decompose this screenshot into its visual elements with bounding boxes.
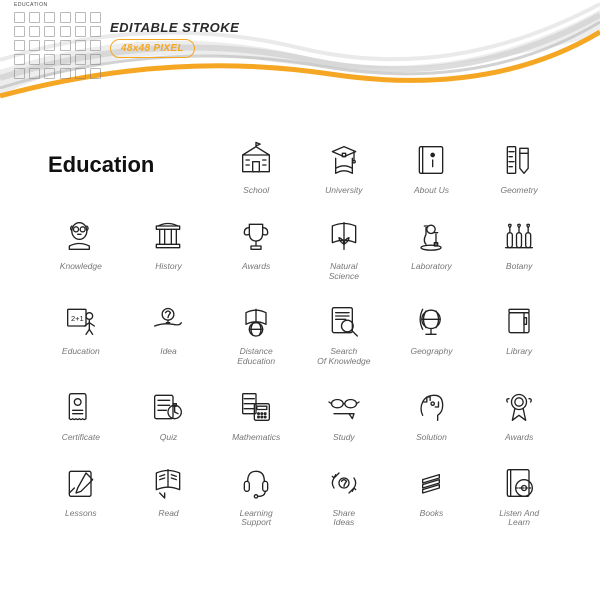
icon-label: Mathematics	[232, 433, 280, 443]
icon-cell-read: Read	[128, 461, 210, 529]
icon-cell-education: Education	[40, 299, 122, 367]
read-icon	[146, 461, 190, 505]
pixel-badge: 48x48 PIXEL	[110, 39, 195, 58]
idea-icon	[146, 299, 190, 343]
icon-cell-geometry: Geometry	[478, 138, 560, 196]
natural-icon	[322, 214, 366, 258]
quiz-icon	[146, 385, 190, 429]
medal-icon	[497, 385, 541, 429]
icon-label: Read	[158, 509, 178, 519]
icon-label: Botany	[506, 262, 532, 272]
icon-cell-university: University	[303, 138, 385, 196]
aboutus-icon	[409, 138, 453, 182]
icon-label: Library	[506, 347, 532, 357]
icon-label: History	[155, 262, 181, 272]
history-icon	[146, 214, 190, 258]
icon-label: Lessons	[65, 509, 97, 519]
icon-cell-knowledge: Knowledge	[40, 214, 122, 282]
listen-icon	[497, 461, 541, 505]
icon-cell-share: Share Ideas	[303, 461, 385, 529]
icon-cell-medal: Awards	[478, 385, 560, 443]
editable-stroke-label: EDITABLE STROKE	[110, 20, 239, 35]
geometry-icon	[497, 138, 541, 182]
icon-label: Share Ideas	[332, 509, 355, 529]
icon-cell-awards: Awards	[215, 214, 297, 282]
icon-cell-history: History	[128, 214, 210, 282]
laboratory-icon	[409, 214, 453, 258]
icon-label: Certificate	[62, 433, 100, 443]
icon-label: Study	[333, 433, 355, 443]
icon-cell-search: Search Of Knowledge	[303, 299, 385, 367]
certificate-icon	[59, 385, 103, 429]
icon-label: Geometry	[500, 186, 537, 196]
university-icon	[322, 138, 366, 182]
solution-icon	[409, 385, 453, 429]
mini-preview-grid	[14, 12, 102, 79]
mini-preview-label: EDUCATION	[14, 2, 48, 8]
library-icon	[497, 299, 541, 343]
search-icon	[322, 299, 366, 343]
math-icon	[234, 385, 278, 429]
header-text: EDITABLE STROKE 48x48 PIXEL	[110, 20, 239, 58]
icon-label: Awards	[242, 262, 270, 272]
icon-label: Books	[420, 509, 444, 519]
icon-cell-books: Books	[391, 461, 473, 529]
icon-label: School	[243, 186, 269, 196]
icon-cell-math: Mathematics	[215, 385, 297, 443]
icon-label: Search Of Knowledge	[317, 347, 370, 367]
icon-cell-library: Library	[478, 299, 560, 367]
icon-label: Education	[62, 347, 100, 357]
study-icon	[322, 385, 366, 429]
icon-label: About Us	[414, 186, 449, 196]
icon-cell-quiz: Quiz	[128, 385, 210, 443]
geography-icon	[409, 299, 453, 343]
icon-cell-school: School	[215, 138, 297, 196]
icon-label: Learning Support	[240, 509, 273, 529]
icon-cell-certificate: Certificate	[40, 385, 122, 443]
knowledge-icon	[59, 214, 103, 258]
icon-label: Knowledge	[60, 262, 102, 272]
school-icon	[234, 138, 278, 182]
share-icon	[322, 461, 366, 505]
icon-label: Geography	[410, 347, 452, 357]
icon-label: Natural Science	[329, 262, 359, 282]
icon-label: Solution	[416, 433, 447, 443]
icon-cell-laboratory: Laboratory	[391, 214, 473, 282]
icon-label: Listen And Learn	[499, 509, 539, 529]
icon-label: University	[325, 186, 362, 196]
icon-label: Quiz	[160, 433, 177, 443]
awards-icon	[234, 214, 278, 258]
icon-cell-geography: Geography	[391, 299, 473, 367]
icon-cell-aboutus: About Us	[391, 138, 473, 196]
icon-label: Laboratory	[411, 262, 452, 272]
icon-cell-distance: Distance Education	[215, 299, 297, 367]
icon-cell-idea: Idea	[128, 299, 210, 367]
icon-cell-support: Learning Support	[215, 461, 297, 529]
education-icon	[59, 299, 103, 343]
icon-grid: School University About Us Geometry Knowledg…	[40, 138, 560, 528]
lessons-icon	[59, 461, 103, 505]
icon-cell-solution: Solution	[391, 385, 473, 443]
distance-icon	[234, 299, 278, 343]
header: EDUCATION EDITABLE STROKE 48x48 PIXEL	[0, 0, 600, 105]
books-icon	[409, 461, 453, 505]
icon-label: Distance Education	[237, 347, 275, 367]
botany-icon	[497, 214, 541, 258]
icon-cell-botany: Botany	[478, 214, 560, 282]
icon-label: Awards	[505, 433, 533, 443]
icon-cell-natural: Natural Science	[303, 214, 385, 282]
icon-label: Idea	[160, 347, 177, 357]
support-icon	[234, 461, 278, 505]
icon-cell-study: Study	[303, 385, 385, 443]
icon-cell-listen: Listen And Learn	[478, 461, 560, 529]
icon-cell-lessons: Lessons	[40, 461, 122, 529]
